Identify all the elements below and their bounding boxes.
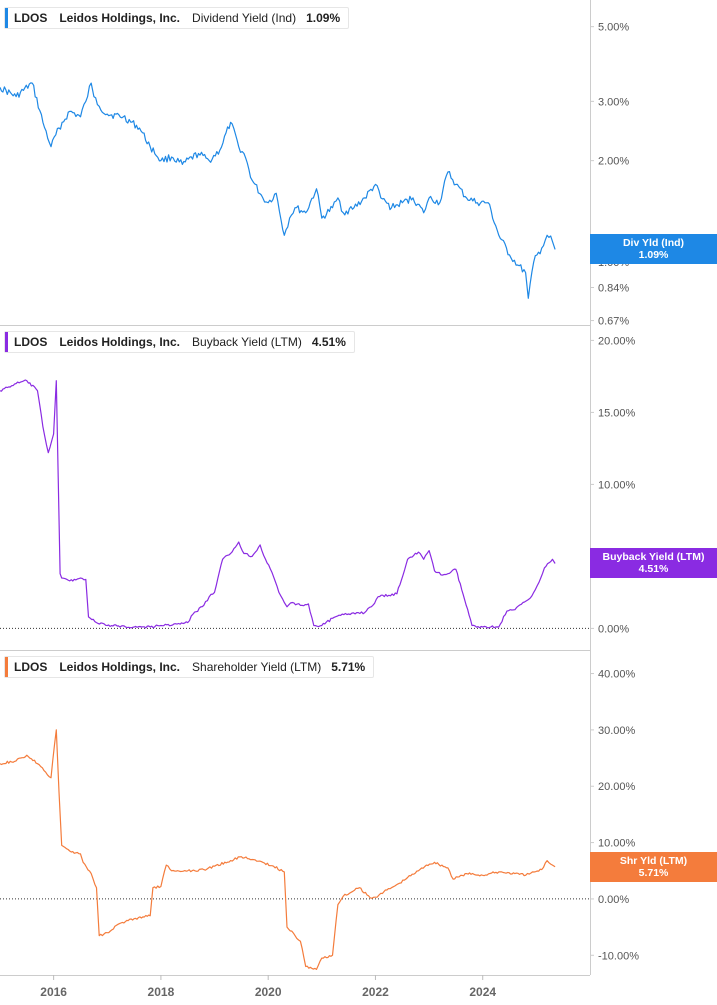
y-tick-label: 0.00% xyxy=(598,894,629,906)
legend-company: Leidos Holdings, Inc. xyxy=(59,335,181,349)
x-tick-label: 2018 xyxy=(148,985,175,999)
legend-color-bar xyxy=(5,332,8,352)
y-tick-label: 10.00% xyxy=(598,479,636,491)
current-value-flag-dividend: Div Yld (Ind) 1.09% xyxy=(590,234,717,265)
legend-value: 4.51% xyxy=(311,335,346,349)
flag-value: 4.51% xyxy=(638,563,669,576)
x-tick-label: 2020 xyxy=(255,985,282,999)
legend-metric: Shareholder Yield (LTM) xyxy=(192,660,322,674)
y-tick-label: -10.00% xyxy=(598,950,639,962)
legend-company: Leidos Holdings, Inc. xyxy=(59,11,181,25)
legend-color-bar xyxy=(5,8,8,28)
series-line xyxy=(0,82,556,299)
series-line xyxy=(0,379,556,629)
series-line xyxy=(0,729,556,970)
y-tick-label: 0.00% xyxy=(598,623,629,635)
legend-buyback-yield[interactable]: LDOS Leidos Holdings, Inc. Buyback Yield… xyxy=(4,331,355,353)
flag-label: Buyback Yield (LTM) xyxy=(602,551,705,564)
y-tick-label: 3.00% xyxy=(598,96,629,108)
y-tick-label: 20.00% xyxy=(598,335,636,347)
y-tick-label: 5.00% xyxy=(598,22,629,34)
legend-ticker: LDOS xyxy=(14,11,48,25)
flag-value: 5.71% xyxy=(638,866,669,879)
flag-value: 1.09% xyxy=(638,249,669,262)
y-tick-label: 15.00% xyxy=(598,407,636,419)
x-tick-label: 2024 xyxy=(469,985,496,999)
flag-label: Shr Yld (LTM) xyxy=(619,854,688,867)
y-tick-label: 0.84% xyxy=(598,283,629,295)
legend-ticker: LDOS xyxy=(14,335,48,349)
panel-3: -10.00% 0.00% 10.00% 20.00% 30.00% 40.00% xyxy=(0,669,639,970)
y-tick-label: 10.00% xyxy=(598,838,636,850)
current-value-flag-buyback: Buyback Yield (LTM) 4.51% xyxy=(590,548,717,579)
legend-ticker: LDOS xyxy=(14,660,48,674)
legend-color-bar xyxy=(5,657,8,677)
panel-1: 0.67%0.84%1.00%2.00%3.00%5.00% xyxy=(0,22,629,328)
y-tick-label: 2.00% xyxy=(598,156,629,168)
x-tick-label: 2016 xyxy=(40,985,67,999)
legend-shareholder-yield[interactable]: LDOS Leidos Holdings, Inc. Shareholder Y… xyxy=(4,656,375,678)
legend-metric: Buyback Yield (LTM) xyxy=(192,335,302,349)
y-tick-label: 0.67% xyxy=(598,316,629,328)
y-tick-label: 20.00% xyxy=(598,781,636,793)
legend-value: 5.71% xyxy=(331,660,366,674)
y-tick-label: 40.00% xyxy=(598,669,636,681)
x-tick-label: 2022 xyxy=(362,985,389,999)
current-value-flag-shareholder: Shr Yld (LTM) 5.71% xyxy=(590,851,717,882)
flag-label: Div Yld (Ind) xyxy=(622,237,685,250)
legend-metric: Dividend Yield (Ind) xyxy=(192,11,297,25)
legend-company: Leidos Holdings, Inc. xyxy=(59,660,181,674)
legend-dividend-yield[interactable]: LDOS Leidos Holdings, Inc. Dividend Yiel… xyxy=(4,7,350,29)
y-tick-label: 30.00% xyxy=(598,725,636,737)
x-axis: 2016 2018 2020 2022 2024 xyxy=(40,975,496,999)
legend-value: 1.09% xyxy=(306,11,341,25)
panel-2: 0.00%5.00%10.00%15.00%20.00% xyxy=(0,335,636,635)
